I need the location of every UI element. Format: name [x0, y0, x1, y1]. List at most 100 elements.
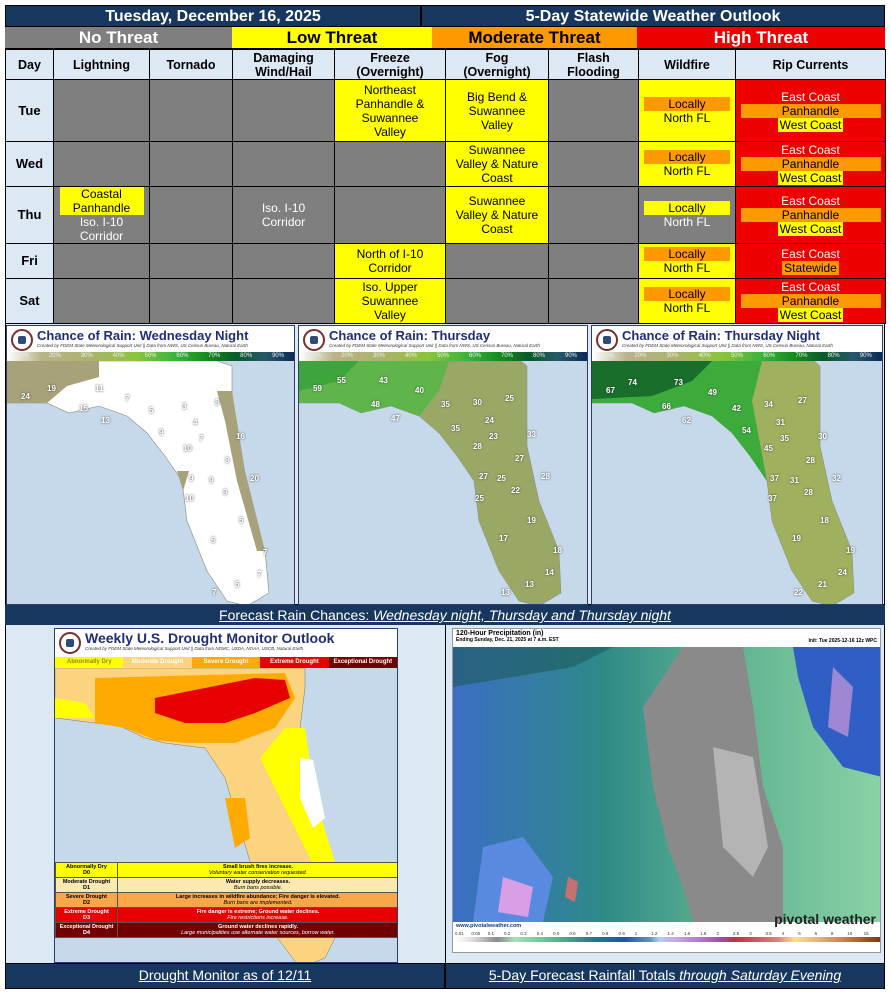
cell-flash-flooding [548, 186, 639, 244]
map-value-horseshoe-beach: 9 [159, 428, 164, 437]
wildfire-low: North FL [663, 261, 711, 275]
map-value-ocala: 7 [199, 434, 204, 443]
threat-level-high: High Threat [637, 27, 885, 49]
drought-impact: Small brush fires increase. [222, 864, 293, 870]
grid-row-tue: Tue Northeast Panhandle & Suwannee Valle… [5, 79, 886, 142]
rip-moderate: Panhandle [740, 294, 881, 308]
scale-label: 10% [308, 353, 321, 359]
scale-label: 6 [814, 931, 818, 936]
col-flash-line2: Flooding [567, 64, 620, 79]
freeze-text: North of I-10 [356, 247, 424, 261]
scale-label: 80% [240, 353, 253, 359]
map-value-marathon: 21 [818, 580, 827, 589]
map-title: Chance of Rain: Thursday [329, 328, 491, 343]
scale-label: 10 [847, 931, 853, 936]
map-value-melbourne: 20 [250, 474, 259, 483]
scale-label: 40% [112, 353, 125, 359]
cell-fog: Suwannee Valley & Nature Coast [445, 141, 549, 187]
rain-map-thursday: Chance of Rain: Thursday Created by FDEM… [298, 325, 588, 605]
map-value-tallahassee: 49 [708, 388, 717, 397]
scale-label: 1.4 [667, 931, 674, 936]
wildfire-moderate: Locally [644, 287, 730, 301]
map-value-sebring: 22 [511, 486, 520, 495]
scale-label: 0.9 [618, 931, 625, 936]
drought-row-d1: Moderate Drought D1 Water supply decreases… [55, 877, 397, 893]
cell-tornado [149, 278, 233, 324]
drought-impact-table: Abnormally Dry D0 Small brush fires increa… [55, 862, 397, 938]
col-freeze-line2: (Overnight) [356, 64, 424, 79]
rip-high: East Coast [781, 280, 840, 294]
map-value-horseshoe-beach: 35 [451, 424, 460, 433]
rainfall-totals-caption: 5-Day Forecast Rainfall Totals through S… [445, 963, 885, 989]
map-title: Chance of Rain: Wednesday Night [37, 328, 249, 343]
cell-wildfire: Locally North FL [638, 278, 736, 324]
precip-scale-labels: 0.01 0.05 0.1 0.2 0.3 0.4 0.5 0.6 0.7 0.8 0.9 1 1.2 1… [453, 930, 880, 937]
cell-lightning [53, 79, 150, 142]
threat-level-none: No Threat [5, 27, 232, 49]
precip-color-bar [455, 937, 880, 942]
fdem-logo-icon [303, 329, 325, 351]
map-value-tampa: 9 [189, 474, 194, 483]
fog-text: Suwannee [468, 143, 526, 157]
cell-lightning [53, 243, 150, 279]
col-rip-currents: Rip Currents [735, 49, 886, 80]
precip-title: 120-Hour Precipitation (in) [456, 630, 544, 637]
map-value-key-west: 7 [212, 588, 217, 597]
scale-label: 0.01 [455, 931, 464, 936]
scale-label: 90% [564, 353, 577, 359]
grid-row-fri: Fri North of I-10 Corridor Locally North… [5, 243, 886, 279]
map-value-crestview: 74 [628, 378, 637, 387]
freeze-text: Panhandle & [355, 96, 425, 111]
col-fog-line1: Fog [485, 50, 509, 65]
rip-low: West Coast [777, 308, 844, 322]
drought-impact: Fire danger is extreme; Ground water dec… [196, 909, 320, 915]
drought-row-d3: Extreme Drought D3 Fire danger is extreme;… [55, 907, 397, 923]
scale-label: 1.2 [651, 931, 658, 936]
florida-map-thu [299, 361, 587, 604]
map-value-gainesville: 24 [485, 416, 494, 425]
map-value-bartow: 25 [497, 474, 506, 483]
scale-label: 0.6 [569, 931, 576, 936]
drought-code: D3 [82, 915, 91, 921]
scale-label: 3 [749, 931, 752, 936]
threat-level-moderate: Moderate Threat [432, 27, 637, 49]
grid-row-thu: Thu Coastal Panhandle Iso. I-10 Corridor… [5, 186, 886, 244]
map-value-melbourne: 28 [541, 472, 550, 481]
drought-legend: Abnormally Dry Moderate Drought Severe D… [55, 657, 397, 668]
scale-label: 60% [176, 353, 189, 359]
cell-wildfire: Locally North FL [638, 141, 736, 187]
cell-wildfire: Locally North FL [638, 186, 736, 244]
scale-label: 0.05 [471, 931, 481, 936]
map-value-lake-city: 34 [764, 400, 773, 409]
drought-code: D2 [82, 900, 91, 906]
cell-fog: Suwannee Valley & Nature Coast [445, 186, 549, 244]
fdem-logo-icon [59, 632, 81, 654]
cell-freeze: Iso. Upper Suwannee Valley [334, 278, 446, 324]
cell-wind-hail [232, 141, 335, 187]
rip-high: East Coast [781, 247, 840, 261]
cell-tornado [149, 186, 233, 244]
col-flash-line1: Flash [577, 50, 610, 65]
map-value-bartow: 31 [790, 476, 799, 485]
map-value-orlando: 9 [225, 456, 230, 465]
drought-category: Extreme Drought [64, 909, 109, 915]
drought-row-d4: Exceptional Drought D4 Ground water declin… [55, 922, 397, 938]
drought-title-bar: Weekly U.S. Drought Monitor Outlook Crea… [55, 629, 397, 657]
map-value-melbourne: 32 [832, 474, 841, 483]
lightning-none: Iso. I-10 [79, 215, 124, 229]
scale-label: 0.5 [553, 931, 560, 936]
cell-wind-hail [232, 243, 335, 279]
rip-low: West Coast [777, 117, 844, 132]
scale-label: 20% [634, 353, 647, 359]
grid-row-wed: Wed Suwannee Valley & Nature Coast Local… [5, 141, 886, 187]
freeze-text: Suwannee [361, 110, 419, 125]
map-credit: Created by FDEM State Meteorological Sup… [329, 343, 540, 348]
map-title-bar: Chance of Rain: Thursday Night Created b… [592, 326, 882, 352]
map-value-key-west: 13 [501, 588, 510, 597]
fog-text: Big Bend & [466, 89, 528, 104]
rain-scale: 10% 20% 30% 40% 50% 60% 70% 80% 90% [592, 352, 882, 361]
cell-tornado [149, 243, 233, 279]
drought-category: Severe Drought [66, 894, 107, 900]
freeze-text: Suwannee [361, 294, 419, 308]
drought-note: Burn bans possible. [233, 885, 283, 891]
